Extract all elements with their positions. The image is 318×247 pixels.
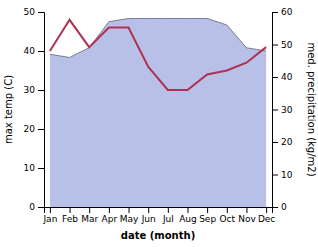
tick: 40 [272, 72, 293, 82]
tick-mark [266, 207, 267, 213]
tick-label: 60 [281, 7, 293, 17]
tick-label: 40 [281, 72, 293, 82]
tick-label: 10 [24, 163, 36, 173]
tick-mark [38, 12, 44, 13]
tick: Jun [141, 207, 156, 224]
axis-line [38, 13, 45, 208]
tick-label: 30 [24, 85, 36, 95]
tick: 0 [272, 202, 287, 212]
chart-area: Jan FebMar AprMayJun Jul AugSep OctNovDec 0 10 2… [3, 7, 317, 241]
tick-mark [168, 207, 169, 213]
tick-mark [148, 207, 149, 213]
line [50, 20, 266, 90]
tick: 40 [24, 46, 44, 56]
tick-label: 50 [24, 7, 36, 17]
chart-container: Jan FebMar AprMayJun Jul AugSep OctNovDec 0 10 2… [0, 0, 318, 247]
tick-mark [187, 207, 188, 213]
tick: Dec [258, 207, 275, 224]
tick: 20 [272, 137, 293, 147]
tick: May [120, 207, 139, 224]
axis-line [273, 13, 279, 208]
tick: 10 [272, 170, 293, 180]
y2-axis-title: med. precipitation (kg/m2) [306, 42, 317, 176]
tick-label: Dec [258, 214, 275, 224]
tick: Aug [179, 207, 197, 224]
tick-label: Mar [81, 214, 98, 224]
tick-mark [129, 207, 130, 213]
y-axis-title: max temp (C) [3, 75, 14, 144]
tick-mark [246, 207, 247, 213]
tick-label: May [120, 214, 139, 224]
tick-mark [38, 168, 44, 169]
tick: 60 [272, 7, 293, 17]
tick-label: Feb [62, 214, 78, 224]
tick: 20 [24, 124, 44, 134]
tick-mark [50, 207, 51, 213]
tick-mark [38, 90, 44, 91]
tick-mark [272, 12, 278, 13]
tick-label: 50 [281, 40, 293, 50]
tick: 30 [272, 105, 293, 115]
tick-label: Jan [42, 214, 57, 224]
tick-mark [89, 207, 90, 213]
tick: Apr [102, 207, 118, 224]
plot-marks [50, 19, 266, 208]
tick-mark [70, 207, 71, 213]
tick: Nov [238, 207, 256, 224]
tick-label: 0 [281, 202, 287, 212]
tick: Jan [42, 207, 57, 224]
tick-mark [272, 175, 278, 176]
tick-mark [272, 142, 278, 143]
tick-mark [38, 129, 44, 130]
tick-mark [272, 110, 278, 111]
tick-mark [272, 77, 278, 78]
tick-label: 20 [281, 137, 293, 147]
x-axis: Jan FebMar AprMayJun Jul AugSep OctNovDec [42, 207, 275, 224]
tick: 50 [24, 7, 44, 17]
axis-line [45, 208, 273, 214]
tick-label: Jul [162, 214, 174, 224]
tick-label: Oct [220, 214, 236, 224]
tick: 30 [24, 85, 44, 95]
x-axis-title: date (month) [121, 230, 195, 241]
tick-mark [272, 45, 278, 46]
area [50, 19, 266, 208]
tick-label: Sep [199, 214, 216, 224]
y-axis: 0 10 20 30 40 50 [24, 7, 45, 212]
tick-label: 30 [281, 105, 293, 115]
tick-mark [38, 51, 44, 52]
tick-mark [207, 207, 208, 213]
tick-mark [227, 207, 228, 213]
tick-label: 40 [24, 46, 36, 56]
tick: Feb [62, 207, 78, 224]
tick: 10 [24, 163, 44, 173]
tick-mark [38, 207, 44, 208]
tick-label: 10 [281, 170, 293, 180]
tick-label: Jun [141, 214, 156, 224]
tick: Oct [220, 207, 236, 224]
tick: Mar [81, 207, 98, 224]
tick-label: Apr [102, 214, 118, 224]
tick-label: Aug [179, 214, 197, 224]
tick-label: 0 [29, 202, 35, 212]
tick-mark [109, 207, 110, 213]
tick-mark [272, 207, 278, 208]
tick: Jul [162, 207, 174, 224]
tick-label: 20 [24, 124, 36, 134]
tick: Sep [199, 207, 216, 224]
tick: 0 [29, 202, 44, 212]
chart-svg: Jan FebMar AprMayJun Jul AugSep OctNovDec 0 10 2… [0, 0, 318, 247]
tick-label: Nov [238, 214, 256, 224]
tick: 50 [272, 40, 293, 50]
y2-axis: 0 10 20 30 40 50 60 [272, 7, 293, 212]
